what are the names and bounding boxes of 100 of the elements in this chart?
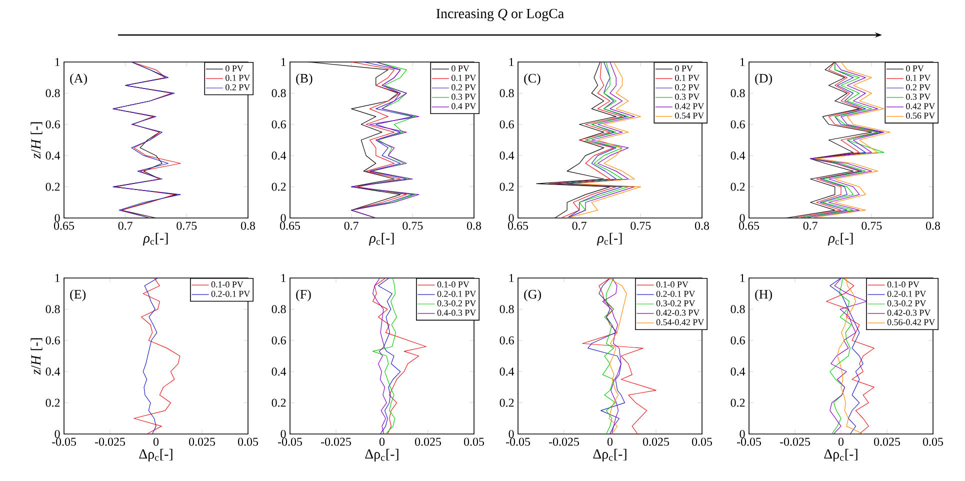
x-tick-label: 0.75 (862, 222, 882, 230)
x-tick-label: 0.8 (694, 222, 710, 230)
legend-label: 0.2 PV (675, 84, 700, 90)
legend-label: 0.2-0.1 PV (211, 290, 250, 297)
x-axis-title: ρ$_{c}$[-] (142, 232, 168, 246)
legend-label: 0.1-0 PV (211, 281, 244, 288)
legend-label: 0 PV (906, 65, 924, 72)
y-tick-label: 1 (509, 274, 514, 282)
x-tick-label: 0.65 (280, 222, 300, 230)
y-tick-label: 0.8 (500, 89, 514, 98)
y-tick-label: 0.6 (500, 120, 514, 128)
annotation: (C) (524, 74, 540, 86)
annotation: (E) (70, 290, 86, 302)
legend-label: 0.2-0.1 PV (887, 290, 926, 297)
legend-label: 0.54-0.42 PV (656, 319, 704, 326)
x-tick-label: 0.8 (240, 222, 256, 230)
annotation: (H) (755, 290, 772, 302)
x-tick-label: -0.05 (52, 438, 76, 446)
legend-label: 0.4-0.3 PV (437, 310, 476, 316)
y-tick-label: 0.4 (46, 152, 60, 160)
x-axis-title: Δρ$_{c}$[-] (365, 448, 398, 462)
x-tick-label: -0.05 (278, 438, 302, 446)
annotation: (B) (296, 74, 312, 86)
y-tick-label: 0.4 (272, 368, 286, 376)
y-tick-label: 1 (281, 58, 286, 66)
legend-label: 0.42-0.3 PV (887, 310, 931, 316)
y-tick-label: 0.8 (272, 89, 286, 98)
y-tick-label: 0.2 (46, 182, 60, 191)
y-tick-label: 1 (55, 274, 60, 282)
y-tick-label: 0 (54, 214, 60, 222)
y-tick-label: 1 (740, 58, 745, 66)
y-tick-label: 0.2 (730, 182, 745, 191)
y-tick-label: 0.2 (272, 182, 286, 191)
y-tick-label: 1 (281, 274, 286, 282)
legend-label: 0.2 PV (226, 84, 250, 90)
x-tick-label: 0.025 (643, 438, 669, 446)
y-tick-label: 0.4 (500, 152, 514, 160)
x-tick-label: 0 (153, 438, 159, 446)
x-tick-label: 0.05 (464, 438, 484, 446)
legend-label: 0 PV (452, 65, 470, 72)
y-tick-label: 0.8 (730, 305, 745, 314)
y-tick-label: 0.8 (500, 305, 514, 314)
x-tick-label: -0.05 (506, 438, 530, 446)
y-tick-label: 0.8 (272, 305, 286, 314)
legend-label: 0.42 PV (906, 103, 936, 110)
y-tick-label: 0.6 (730, 336, 745, 344)
y-tick-label: 0.4 (272, 152, 286, 160)
y-tick-label: 0.4 (730, 152, 746, 160)
y-tick-label: 0 (740, 214, 745, 222)
y-tick-label: 0 (280, 430, 286, 438)
legend-label: 0 PV (226, 65, 244, 72)
legend-label: 0.2-0.1 PV (437, 290, 476, 297)
text: 0.1-0 PV (656, 281, 688, 288)
x-tick-label: 0 (838, 438, 844, 446)
legend-label: 0.54 PV (675, 112, 704, 119)
x-tick-label: -0.025 (95, 438, 125, 446)
y-tick-label: 0.4 (500, 368, 514, 376)
x-tick-label: -0.05 (737, 438, 761, 446)
y-tick-label: 0.8 (730, 89, 745, 98)
y-tick-label: 0.6 (46, 336, 60, 344)
x-tick-label: 0.05 (692, 438, 712, 446)
legend-label: 0.4 PV (452, 103, 476, 110)
x-tick-label: -0.025 (549, 438, 579, 446)
legend-label: 0.1 PV (675, 74, 700, 81)
legend-label: 0.3-0.2 PV (887, 300, 926, 306)
annotation: (D) (755, 74, 772, 86)
x-tick-label: 0.7 (803, 222, 818, 230)
legend-label: 0.56 PV (906, 112, 936, 119)
x-tick-label: 0.05 (238, 438, 258, 446)
x-tick-label: 0.7 (344, 222, 358, 230)
y-tick-label: 1 (740, 274, 745, 282)
x-axis-title: ρ$_{c}$[-] (368, 232, 394, 246)
y-tick-label: 0.2 (730, 398, 745, 407)
x-axis-title: ρ$_{c}$[-] (596, 232, 622, 246)
y-tick-label: 0.2 (500, 398, 514, 407)
y-tick-label: 0.6 (730, 120, 745, 128)
y-tick-label: 0 (280, 214, 286, 222)
x-tick-label: 0.65 (54, 222, 74, 230)
x-tick-label: 0.75 (630, 222, 651, 230)
x-tick-label: 0.65 (739, 222, 760, 230)
x-tick-label: -0.025 (780, 438, 810, 446)
x-tick-label: 0 (379, 438, 385, 446)
y-tick-label: 1 (55, 58, 60, 66)
y-tick-label: 1 (509, 58, 514, 66)
x-tick-label: -0.025 (321, 438, 351, 446)
legend-label: 0.3-0.2 PV (437, 300, 476, 306)
x-axis-title: ρ$_{c}$[-] (828, 232, 853, 246)
x-axis-title: Δρ$_{c}$[-] (139, 448, 172, 462)
y-tick-label: 0.2 (500, 182, 514, 191)
y-tick-label: 0.2 (46, 398, 60, 407)
y-tick-label: 0 (54, 430, 60, 438)
x-tick-label: 0.7 (572, 222, 586, 230)
y-tick-label: 0.6 (500, 336, 514, 344)
legend-label: 0.1 PV (226, 74, 250, 81)
y-tick-label: 0.4 (730, 368, 746, 376)
legend-label: 0.56-0.42 PV (887, 319, 936, 326)
legend-label: 0.1-0 PV (437, 281, 470, 288)
text: Increasing Q or LogCa (436, 8, 564, 22)
x-tick-label: 0.75 (176, 222, 197, 230)
legend-label: 0.2 PV (906, 84, 931, 90)
